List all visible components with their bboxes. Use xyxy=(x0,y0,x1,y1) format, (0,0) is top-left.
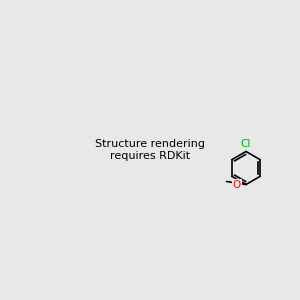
Text: Cl: Cl xyxy=(241,139,251,149)
Text: O: O xyxy=(233,179,241,190)
Text: Structure rendering
requires RDKit: Structure rendering requires RDKit xyxy=(95,139,205,161)
